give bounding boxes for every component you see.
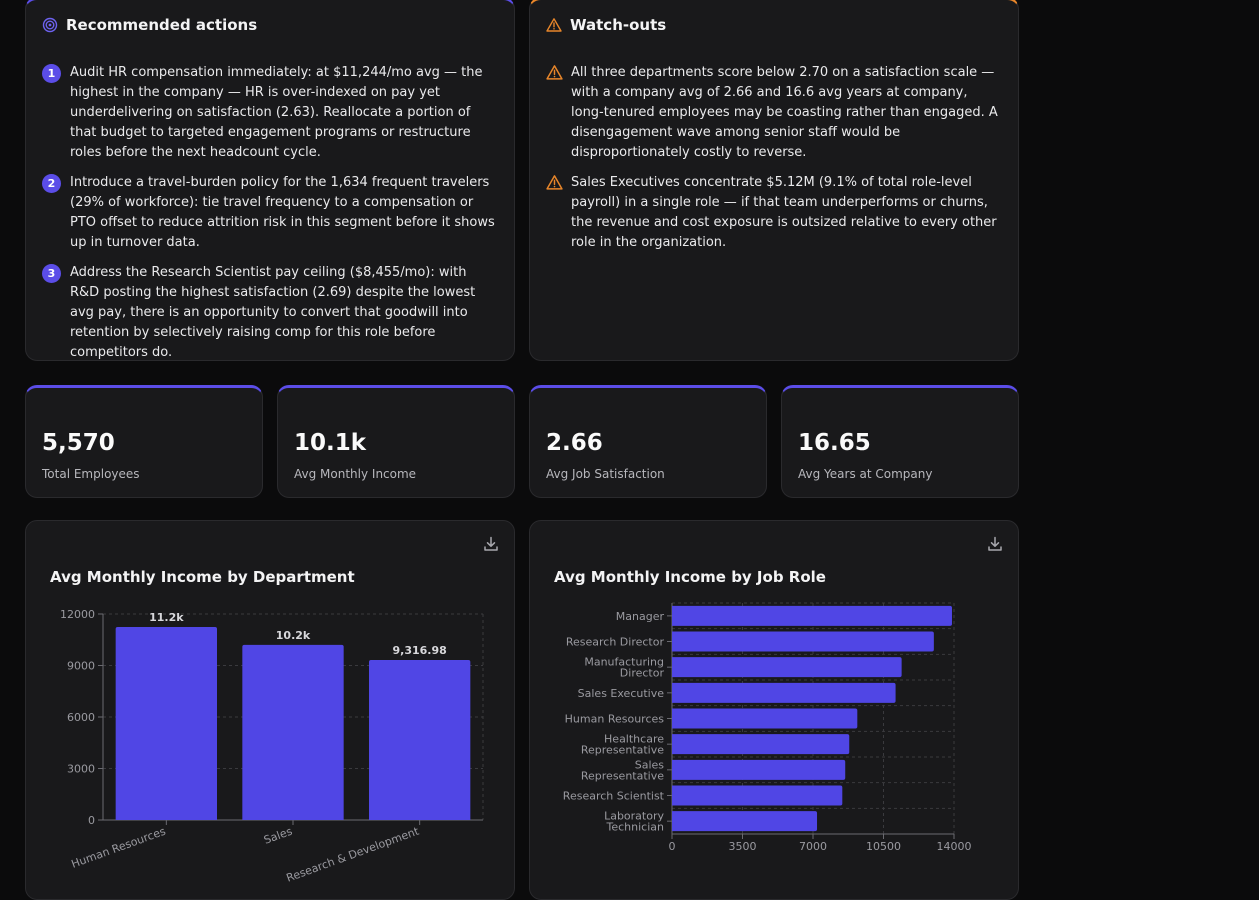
bar [672,631,934,652]
job-role-income-bar-chart: 0 3500 7000 10500 14000 Manager Research Direc… [563,602,972,853]
y-tick-label-line: Research Scientist [563,790,665,803]
y-tick-label-line: Representative [581,769,664,782]
bar [672,605,952,626]
kpi-card-avg-monthly-income: 10.1k Avg Monthly Income [277,385,515,498]
y-tick-label-line: Sales Executive [578,687,665,700]
warning-icon [546,65,563,80]
y-tick-label-line: Representative [581,744,664,757]
kpi-value: 10.1k [294,430,367,456]
bar [672,657,902,678]
kpi-card-avg-job-satisfaction: 2.66 Avg Job Satisfaction [529,385,767,498]
kpi-card-avg-years-at-company: 16.65 Avg Years at Company [781,385,1019,498]
chart-title: Avg Monthly Income by Department [50,568,355,586]
action-text: Address the Research Scientist pay ceili… [70,265,476,360]
kpi-label: Avg Years at Company [798,467,933,481]
number-badge: 2 [42,174,61,193]
department-income-chart-card: Avg Monthly Income by Department 0 3000 60… [25,520,515,900]
list-item: Sales Executives concentrate $5.12M (9.1… [546,173,1002,253]
x-tick-label: 3500 [729,840,757,853]
bar [672,759,846,780]
warning-icon [546,175,563,190]
job-role-income-chart-card: Avg Monthly Income by Job Role 0 3500 7000… [529,520,1019,900]
data-label: 9,316.98 [393,644,447,657]
data-label: 11.2k [149,611,184,624]
kpi-value: 16.65 [798,430,871,456]
kpi-card-total-employees: 5,570 Total Employees [25,385,263,498]
number-badge: 3 [42,264,61,283]
bar [672,785,843,806]
bar [672,708,858,729]
x-tick-label: Sales [262,825,294,847]
x-tick-label: 0 [669,840,676,853]
action-text: Audit HR compensation immediately: at $1… [70,65,483,160]
list-item: All three departments score below 2.70 o… [546,63,1002,163]
department-income-bar-chart: 0 3000 6000 9000 12000 11.2k Human Resources 10… [60,608,484,885]
kpi-label: Avg Job Satisfaction [546,467,665,481]
recommended-actions-list: 1 Audit HR compensation immediately: at … [42,63,498,360]
y-tick-label-line: Sales [635,758,665,771]
data-label: 10.2k [276,629,311,642]
kpi-label: Avg Monthly Income [294,467,417,481]
y-tick-label-line: Manufacturing [584,656,664,669]
list-item: 1 Audit HR compensation immediately: at … [42,63,498,163]
kpi-value: 2.66 [546,430,603,456]
download-icon[interactable] [482,535,500,553]
y-tick-label-line: Director [620,667,665,680]
warning-icon [546,18,562,32]
number-badge: 1 [42,64,61,83]
target-icon [42,17,58,33]
y-tick-label: 6000 [67,711,95,724]
x-tick-label: Human Resources [70,825,168,871]
watchouts-list: All three departments score below 2.70 o… [546,63,1002,263]
y-tick-label: Laboratory Technician [604,810,664,834]
y-tick-label: Human Resources [565,713,665,726]
action-text: Introduce a travel-burden policy for the… [70,175,495,250]
y-tick-label-line: Healthcare [604,733,664,746]
watchouts-title: Watch-outs [570,16,667,34]
y-tick-label: Manufacturing Director [584,656,664,680]
kpi-label: Total Employees [42,467,140,481]
y-tick-label-line: Manager [616,610,665,623]
kpi-value: 5,570 [42,430,115,456]
y-tick-label: 3000 [67,763,95,776]
y-tick-label-line: Technician [606,821,665,834]
y-tick-label-line: Human Resources [565,713,665,726]
y-tick-label: 9000 [67,660,95,673]
chart-title: Avg Monthly Income by Job Role [554,568,826,586]
watchout-text: Sales Executives concentrate $5.12M (9.1… [571,175,997,250]
recommended-actions-title: Recommended actions [66,16,258,34]
list-item: 2 Introduce a travel-burden policy for t… [42,173,498,253]
list-item: 3 Address the Research Scientist pay cei… [42,263,498,360]
y-tick-label-line: Laboratory [604,810,664,823]
x-tick-label: Research & Development [285,824,422,884]
y-tick-label: Sales Executive [578,687,665,700]
y-tick-label: 0 [88,814,95,827]
recommended-actions-header: Recommended actions [42,16,257,34]
bar [672,811,818,832]
y-tick-label: Research Director [566,636,665,649]
x-tick-label: 10500 [866,840,901,853]
watchout-text: All three departments score below 2.70 o… [571,65,998,160]
watchouts-header: Watch-outs [546,16,666,34]
y-tick-label: Manager [616,610,665,623]
y-tick-label: 12000 [60,608,95,621]
download-icon[interactable] [986,535,1004,553]
y-tick-label: Research Scientist [563,790,665,803]
bar [672,682,896,703]
watchouts-panel: Watch-outs All three departments score b… [529,0,1019,361]
bar [115,626,217,820]
bar [672,734,850,755]
y-tick-label: Sales Representative [581,758,664,782]
bar [369,660,471,820]
x-tick-label: 14000 [937,840,972,853]
bar [242,644,344,820]
y-tick-label: Healthcare Representative [581,733,664,757]
x-tick-label: 7000 [799,840,827,853]
y-tick-label-line: Research Director [566,636,665,649]
recommended-actions-panel: Recommended actions 1 Audit HR compensat… [25,0,515,361]
